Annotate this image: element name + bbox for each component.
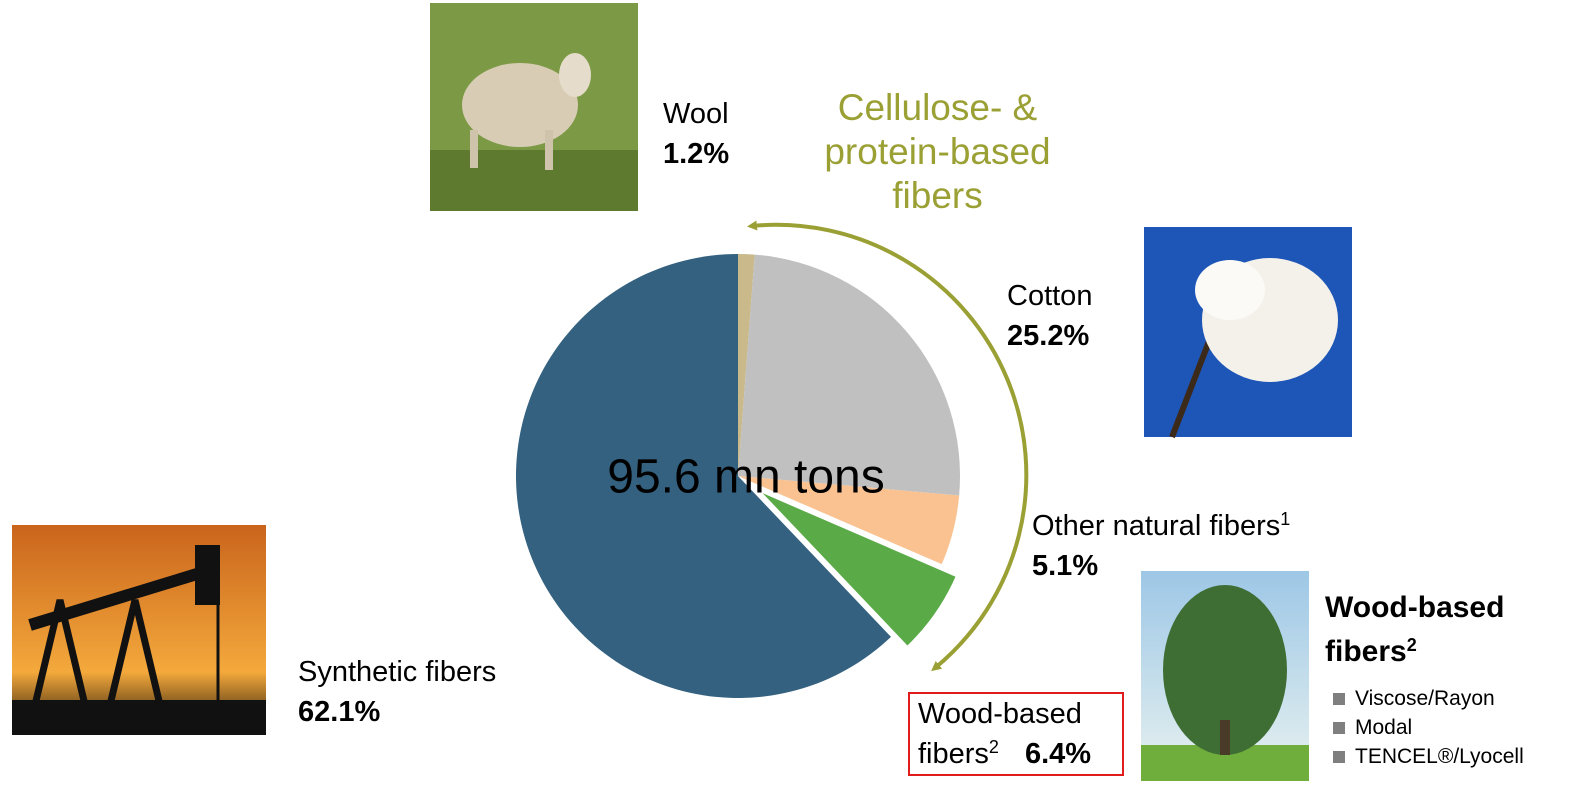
panel-list: Viscose/Rayon Modal TENCEL®/Lyocell: [1333, 684, 1524, 771]
category-name: Other natural fibers: [1032, 510, 1281, 542]
category-name: Synthetic fibers: [298, 656, 497, 688]
footnote-marker: 2: [1406, 635, 1417, 655]
slice-label: Wood-based fibers2 6.4%: [908, 692, 1124, 776]
panel-item: Modal: [1333, 713, 1524, 742]
footnote-marker: 1: [1280, 509, 1291, 529]
pie-slice: [738, 476, 960, 565]
category-name: Cotton: [1007, 280, 1093, 312]
chart-title: 95.6 mn tons: [607, 451, 885, 504]
category-name: Wood-based fibers: [918, 698, 1082, 770]
slice-label: Other natural fibers1 5.1%: [1032, 506, 1290, 586]
value-label: 1.2%: [663, 138, 730, 170]
annotation-arrow: [747, 220, 1029, 672]
oil-pump-photo: [12, 525, 266, 735]
pie-slice: [752, 485, 961, 652]
slice-label: Synthetic fibers 62.1%: [298, 652, 496, 732]
value-label: 5.1%: [1032, 550, 1099, 582]
panel-item: TENCEL®/Lyocell: [1333, 742, 1524, 771]
footnote-marker: 2: [988, 737, 999, 757]
value-label: 25.2%: [1007, 320, 1090, 352]
pie-slice: [738, 254, 961, 496]
panel-title-text: Wood-based fibers: [1325, 591, 1505, 668]
tree-photo: [1141, 571, 1309, 781]
slice-label: Wool 1.2%: [663, 94, 729, 174]
pie-slice: [516, 254, 891, 698]
pie-slice: [738, 254, 755, 476]
sheep-photo: [430, 3, 638, 211]
category-name: Wool: [663, 98, 729, 130]
value-label: 6.4%: [1024, 738, 1092, 770]
slice-label: Cotton 25.2%: [1007, 276, 1092, 356]
panel-title: Wood-based fibers2: [1325, 586, 1575, 674]
cotton-photo: [1144, 227, 1352, 439]
panel-item: Viscose/Rayon: [1333, 684, 1524, 713]
annotation: Cellulose- & protein-based fibers: [824, 87, 1051, 216]
value-label: 62.1%: [298, 696, 381, 728]
